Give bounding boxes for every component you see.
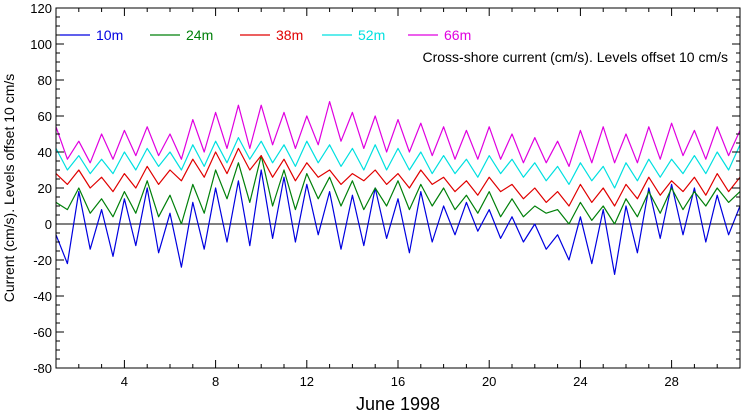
x-tick-label: 8 (212, 374, 219, 389)
x-tick-label: 28 (664, 374, 678, 389)
x-tick-label: 24 (573, 374, 587, 389)
legend-label-66m: 66m (444, 27, 471, 43)
y-tick-label: 100 (30, 37, 52, 52)
y-tick-label: -60 (33, 325, 52, 340)
series-line-66m (55, 100, 741, 167)
x-tick-label: 12 (300, 374, 314, 389)
y-tick-label: -20 (33, 253, 52, 268)
chart-annotation: Cross-shore current (cm/s). Levels offse… (423, 49, 729, 65)
series-line-52m (55, 137, 741, 189)
series-layer (55, 100, 741, 275)
y-tick-label: 0 (45, 217, 52, 232)
y-tick-label: 20 (38, 181, 52, 196)
series-line-38m (55, 147, 741, 207)
x-tick-label: 16 (391, 374, 405, 389)
y-tick-label: -40 (33, 289, 52, 304)
legend-label-24m: 24m (186, 27, 213, 43)
legend-label-52m: 52m (358, 27, 385, 43)
y-tick-label: 60 (38, 109, 52, 124)
y-tick-label: 80 (38, 73, 52, 88)
legend: 10m 24m 38m 52m 66m (60, 27, 471, 43)
axis-ticks: -80 -60 -40 -20 0 20 40 60 80 100 120 4 8 12 16 20 24 28 (30, 1, 741, 389)
y-tick-label: -80 (33, 361, 52, 376)
series-line-24m (55, 155, 741, 225)
series-line-10m (55, 169, 741, 275)
legend-label-38m: 38m (276, 27, 303, 43)
x-tick-label: 4 (121, 374, 128, 389)
y-axis-title: Current (cm/s). Levels offset 10 cm/s (1, 74, 17, 302)
x-tick-label: 20 (482, 374, 496, 389)
y-tick-label: 40 (38, 145, 52, 160)
x-axis-title: June 1998 (356, 394, 440, 414)
legend-label-10m: 10m (96, 27, 123, 43)
y-tick-label: 120 (30, 1, 52, 16)
